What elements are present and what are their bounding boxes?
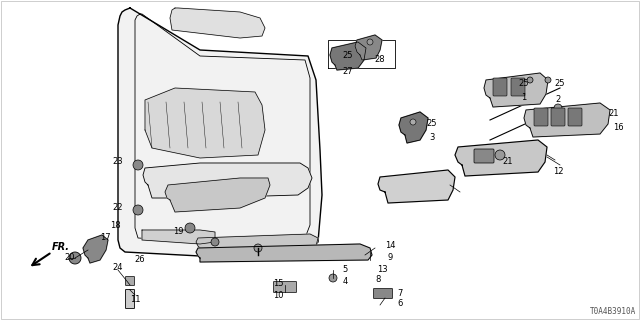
Text: 20: 20 xyxy=(65,253,76,262)
Circle shape xyxy=(367,39,373,45)
FancyBboxPatch shape xyxy=(273,282,296,292)
Text: 28: 28 xyxy=(374,55,385,65)
FancyBboxPatch shape xyxy=(511,78,525,96)
Text: T0A4B3910A: T0A4B3910A xyxy=(589,307,636,316)
Polygon shape xyxy=(355,35,382,60)
Text: 19: 19 xyxy=(173,228,183,236)
Polygon shape xyxy=(524,103,610,137)
Text: 17: 17 xyxy=(100,234,110,243)
Polygon shape xyxy=(83,235,108,263)
Text: 25: 25 xyxy=(343,52,353,60)
Circle shape xyxy=(133,205,143,215)
Text: 8: 8 xyxy=(375,276,381,284)
Polygon shape xyxy=(399,112,428,143)
Polygon shape xyxy=(196,234,318,252)
Text: 26: 26 xyxy=(134,255,145,265)
FancyBboxPatch shape xyxy=(374,289,392,299)
Polygon shape xyxy=(165,178,270,212)
Text: 3: 3 xyxy=(429,133,435,142)
Circle shape xyxy=(410,119,416,125)
Text: FR.: FR. xyxy=(52,242,70,252)
Polygon shape xyxy=(378,170,455,203)
FancyBboxPatch shape xyxy=(534,108,548,126)
FancyBboxPatch shape xyxy=(568,108,582,126)
Text: 21: 21 xyxy=(503,157,513,166)
Text: 2: 2 xyxy=(556,95,561,105)
Circle shape xyxy=(554,104,562,112)
Polygon shape xyxy=(170,8,265,38)
Text: 27: 27 xyxy=(342,68,353,76)
Polygon shape xyxy=(142,230,215,244)
Polygon shape xyxy=(118,8,322,256)
Text: 15: 15 xyxy=(273,279,284,289)
Text: 4: 4 xyxy=(342,277,348,286)
Circle shape xyxy=(133,160,143,170)
Text: 14: 14 xyxy=(385,242,396,251)
FancyBboxPatch shape xyxy=(551,108,565,126)
Polygon shape xyxy=(145,88,265,158)
Text: 22: 22 xyxy=(113,204,124,212)
FancyBboxPatch shape xyxy=(493,78,507,96)
Circle shape xyxy=(254,244,262,252)
Circle shape xyxy=(527,77,533,83)
Text: 1: 1 xyxy=(522,93,527,102)
Polygon shape xyxy=(330,42,366,70)
FancyBboxPatch shape xyxy=(125,290,134,308)
Circle shape xyxy=(495,150,505,160)
Text: 7: 7 xyxy=(397,290,403,299)
Circle shape xyxy=(211,238,219,246)
Text: 12: 12 xyxy=(553,167,563,177)
Circle shape xyxy=(545,77,551,83)
Text: 11: 11 xyxy=(130,295,140,305)
Text: 6: 6 xyxy=(397,300,403,308)
Text: 10: 10 xyxy=(273,292,284,300)
Text: 25: 25 xyxy=(555,79,565,89)
Text: 16: 16 xyxy=(612,124,623,132)
Text: 25: 25 xyxy=(519,79,529,89)
Polygon shape xyxy=(484,73,548,107)
Text: 24: 24 xyxy=(113,263,124,273)
Polygon shape xyxy=(196,244,372,262)
Text: 9: 9 xyxy=(387,253,392,262)
Circle shape xyxy=(185,223,195,233)
Text: 25: 25 xyxy=(427,119,437,129)
Polygon shape xyxy=(143,163,312,198)
FancyBboxPatch shape xyxy=(125,276,134,285)
Text: 13: 13 xyxy=(377,266,387,275)
FancyBboxPatch shape xyxy=(474,149,494,163)
Circle shape xyxy=(329,274,337,282)
Text: 5: 5 xyxy=(342,266,348,275)
Text: 18: 18 xyxy=(109,221,120,230)
Text: 21: 21 xyxy=(609,109,620,118)
Text: 23: 23 xyxy=(113,157,124,166)
Polygon shape xyxy=(455,140,547,176)
Circle shape xyxy=(69,252,81,264)
